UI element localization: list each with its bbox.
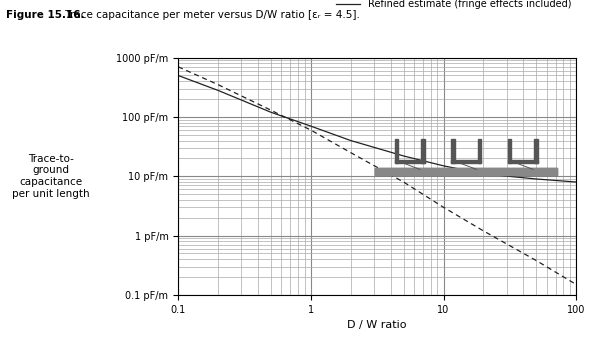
- Refined estimate (fringe effects included): [267, 110, 274, 114]
- Crude estimate: [214, 83, 222, 87]
- Refined estimate (fringe effects included): [573, 180, 580, 184]
- Text: Trace capacitance per meter versus D/W ratio [εᵣ = 4.5].: Trace capacitance per meter versus D/W r…: [62, 10, 360, 20]
- Polygon shape: [375, 168, 557, 176]
- Bar: [535, 139, 538, 163]
- Refined estimate (fringe effects included): [480, 172, 487, 176]
- Bar: [421, 139, 425, 163]
- Crude estimate: [573, 282, 580, 286]
- Crude estimate: [400, 180, 407, 184]
- Crude estimate: [267, 108, 274, 112]
- Refined estimate (fringe effects included): [307, 124, 314, 128]
- Bar: [508, 139, 511, 163]
- Crude estimate: [347, 151, 355, 155]
- Crude estimate: [440, 205, 447, 210]
- Refined estimate (fringe effects included): [347, 139, 355, 143]
- Bar: [375, 168, 557, 176]
- Bar: [451, 139, 455, 163]
- Crude estimate: [175, 65, 182, 69]
- Refined estimate (fringe effects included): [400, 154, 407, 158]
- Bar: [478, 139, 482, 163]
- Crude estimate: [533, 259, 540, 263]
- Refined estimate (fringe effects included): [214, 88, 222, 93]
- Bar: [508, 160, 538, 163]
- Bar: [451, 160, 482, 163]
- Line: Crude estimate: Crude estimate: [178, 67, 576, 284]
- X-axis label: D / W ratio: D / W ratio: [347, 320, 407, 330]
- Text: Figure 15.16.: Figure 15.16.: [6, 10, 84, 20]
- Refined estimate (fringe effects included): [175, 74, 182, 78]
- Crude estimate: [307, 128, 314, 132]
- Text: Trace-to-
ground
capacitance
per unit length: Trace-to- ground capacitance per unit le…: [12, 154, 90, 199]
- Bar: [394, 139, 398, 163]
- Legend: Crude estimate, Refined estimate (fringe effects included): Crude estimate, Refined estimate (fringe…: [336, 0, 571, 9]
- Refined estimate (fringe effects included): [533, 177, 540, 181]
- Line: Refined estimate (fringe effects included): Refined estimate (fringe effects include…: [178, 76, 576, 182]
- Crude estimate: [480, 229, 487, 233]
- Refined estimate (fringe effects included): [440, 164, 447, 168]
- Bar: [394, 160, 425, 163]
